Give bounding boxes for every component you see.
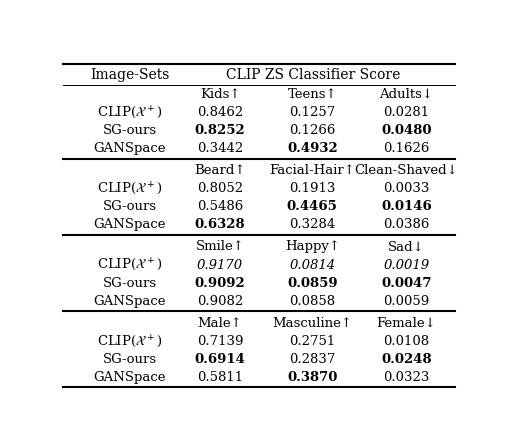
Text: SG-ours: SG-ours — [103, 124, 157, 137]
Text: 0.0480: 0.0480 — [380, 124, 431, 137]
Text: Smile↑: Smile↑ — [195, 240, 244, 253]
Text: 0.0386: 0.0386 — [382, 219, 429, 231]
Text: 0.3284: 0.3284 — [288, 219, 335, 231]
Text: Clean-Shaved↓: Clean-Shaved↓ — [354, 164, 458, 177]
Text: 0.0281: 0.0281 — [383, 106, 429, 119]
Text: 0.0019: 0.0019 — [383, 259, 429, 272]
Text: 0.4465: 0.4465 — [286, 200, 337, 213]
Text: GANSpace: GANSpace — [93, 295, 166, 308]
Text: 0.1266: 0.1266 — [288, 124, 335, 137]
Text: Kids↑: Kids↑ — [199, 88, 240, 101]
Text: 0.0146: 0.0146 — [380, 200, 431, 213]
Text: GANSpace: GANSpace — [93, 371, 166, 384]
Text: 0.0859: 0.0859 — [286, 277, 337, 289]
Text: 0.6914: 0.6914 — [194, 353, 245, 366]
Text: 0.1257: 0.1257 — [288, 106, 335, 119]
Text: 0.6328: 0.6328 — [194, 219, 245, 231]
Text: CLIP($\mathcal{X}^+$): CLIP($\mathcal{X}^+$) — [97, 104, 162, 120]
Text: 0.9082: 0.9082 — [196, 295, 243, 308]
Text: 0.7139: 0.7139 — [196, 335, 243, 348]
Text: Sad↓: Sad↓ — [387, 240, 424, 253]
Text: 0.2837: 0.2837 — [288, 353, 335, 366]
Text: 0.9170: 0.9170 — [196, 259, 243, 272]
Text: Masculine↑: Masculine↑ — [272, 317, 351, 330]
Text: Male↑: Male↑ — [197, 317, 242, 330]
Text: GANSpace: GANSpace — [93, 142, 166, 155]
Text: 0.0814: 0.0814 — [289, 259, 335, 272]
Text: 0.0047: 0.0047 — [380, 277, 431, 289]
Text: 0.5486: 0.5486 — [196, 200, 243, 213]
Text: 0.0248: 0.0248 — [380, 353, 431, 366]
Text: 0.0323: 0.0323 — [382, 371, 429, 384]
Text: Image-Sets: Image-Sets — [90, 67, 169, 82]
Text: 0.8052: 0.8052 — [196, 182, 243, 195]
Text: 0.3442: 0.3442 — [196, 142, 243, 155]
Text: Adults↓: Adults↓ — [379, 88, 432, 101]
Text: 0.2751: 0.2751 — [288, 335, 335, 348]
Text: 0.4932: 0.4932 — [286, 142, 337, 155]
Text: SG-ours: SG-ours — [103, 353, 157, 366]
Text: CLIP($\mathcal{X}^+$): CLIP($\mathcal{X}^+$) — [97, 257, 162, 273]
Text: Female↓: Female↓ — [376, 317, 435, 330]
Text: Facial-Hair↑: Facial-Hair↑ — [269, 164, 355, 177]
Text: Beard↑: Beard↑ — [194, 164, 245, 177]
Text: 0.1626: 0.1626 — [382, 142, 429, 155]
Text: 0.1913: 0.1913 — [288, 182, 335, 195]
Text: CLIP($\mathcal{X}^+$): CLIP($\mathcal{X}^+$) — [97, 181, 162, 197]
Text: Teens↑: Teens↑ — [287, 88, 336, 101]
Text: 0.8252: 0.8252 — [194, 124, 245, 137]
Text: 0.3870: 0.3870 — [286, 371, 337, 384]
Text: GANSpace: GANSpace — [93, 219, 166, 231]
Text: 0.0858: 0.0858 — [289, 295, 335, 308]
Text: SG-ours: SG-ours — [103, 277, 157, 289]
Text: CLIP($\mathcal{X}^+$): CLIP($\mathcal{X}^+$) — [97, 333, 162, 350]
Text: SG-ours: SG-ours — [103, 200, 157, 213]
Text: 0.0059: 0.0059 — [382, 295, 429, 308]
Text: Happy↑: Happy↑ — [284, 240, 339, 253]
Text: 0.5811: 0.5811 — [196, 371, 243, 384]
Text: 0.0108: 0.0108 — [383, 335, 429, 348]
Text: 0.8462: 0.8462 — [196, 106, 243, 119]
Text: 0.0033: 0.0033 — [382, 182, 429, 195]
Text: CLIP ZS Classifier Score: CLIP ZS Classifier Score — [225, 67, 399, 82]
Text: 0.9092: 0.9092 — [194, 277, 245, 289]
